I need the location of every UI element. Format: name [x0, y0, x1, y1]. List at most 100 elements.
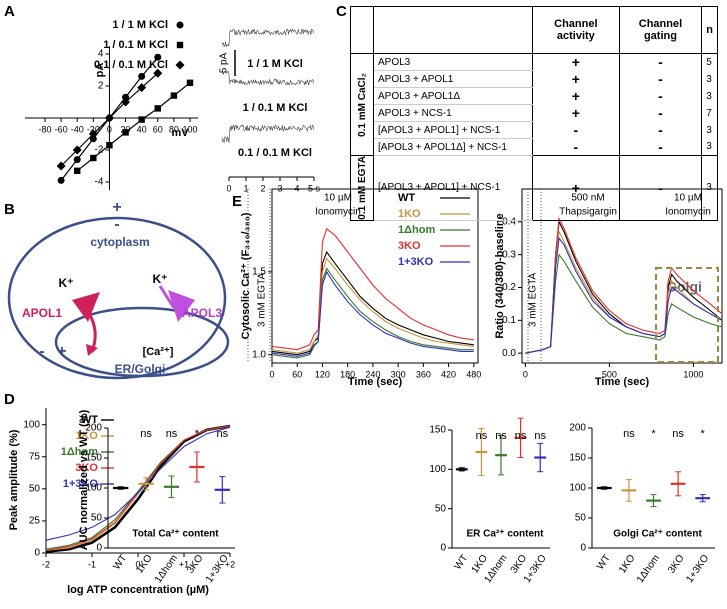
value-cell: +	[532, 155, 620, 221]
significance-label: ns	[515, 430, 527, 442]
value-cell: +	[532, 70, 620, 88]
series-line	[271, 250, 474, 356]
trace-label: 1 / 1 M KCl	[247, 58, 303, 70]
current-trace	[221, 28, 314, 48]
legend-marker	[176, 21, 184, 29]
header-cell: Channel gating	[618, 6, 703, 54]
annotation: Ionomycin	[315, 207, 361, 218]
legend-label: 1Δhom	[61, 446, 98, 458]
value-cell: -	[618, 70, 703, 88]
legend-label: 1Δhom	[398, 224, 435, 236]
chart-title: Total Ca²⁺ content	[132, 529, 219, 540]
protein-label: APOL1	[22, 306, 62, 320]
series-line	[45, 426, 231, 541]
value-cell: 3	[701, 87, 718, 105]
golgi-region	[655, 267, 719, 363]
x-tick-label: 100	[182, 124, 197, 134]
y-tick-label: 0.1	[502, 315, 516, 326]
data-point	[72, 145, 82, 155]
er-membrane	[54, 306, 230, 378]
value-cell: 7	[701, 104, 718, 122]
legend-label: 1 / 0.1 M KCl	[103, 39, 168, 51]
data-point	[104, 113, 114, 123]
x-tick-label: 0	[226, 183, 231, 193]
x-tick-label: 1Δhom	[635, 553, 662, 585]
arrow-head	[86, 344, 98, 356]
x-tick-label: 1	[243, 183, 248, 193]
x-tick-label: -40	[71, 124, 84, 134]
table-row: APOL3 + APOL1Δ + -3	[351, 87, 718, 105]
y-tick-label: 25	[29, 516, 41, 527]
panel-letter: A	[4, 3, 15, 20]
y-tick-label: 75	[29, 451, 41, 462]
x-tick-label: 1000	[683, 369, 703, 379]
data-point	[106, 142, 113, 149]
y-tick-label: 0.2	[502, 282, 516, 293]
value-cell: 3	[701, 70, 718, 88]
significance-label: ns	[534, 430, 546, 442]
legend-label: 1+3KO	[398, 256, 434, 268]
data-point	[137, 83, 147, 93]
x-tick-label: 240	[365, 369, 380, 379]
x-tick-label: 0	[523, 369, 528, 379]
data-point	[154, 105, 161, 112]
data-point	[74, 167, 81, 174]
legend-label: 1+3KO	[63, 478, 99, 490]
x-tick-label: -1	[88, 559, 96, 569]
trace-label: 1 / 0.1 M KCl	[243, 102, 308, 114]
x-tick-label: WT	[111, 553, 129, 572]
panel-letter: D	[4, 391, 15, 408]
table-row: APOL3 + APOL1 + -3	[351, 70, 718, 88]
value-cell: +	[532, 104, 620, 122]
y-axis-label: Peak amplitude (%)	[8, 429, 20, 530]
x-tick-label: 60	[292, 369, 302, 379]
y-tick-label: 100	[85, 483, 102, 494]
y-tick-label: 1.0	[252, 349, 266, 360]
data-point	[138, 116, 145, 123]
annotation: 3 mM EGTA	[528, 273, 539, 328]
x-axis-label: mV	[171, 127, 189, 139]
x-tick-label: 300	[391, 369, 406, 379]
data-point	[186, 79, 194, 86]
annotation: 3 mM EGTA	[257, 273, 268, 328]
ion-label: K⁺	[59, 276, 74, 290]
y-tick-label: 2	[98, 81, 104, 92]
x-tick-label: 0	[269, 369, 274, 379]
condition-cell: [APOL3 + APOL1] + NCS-1	[373, 155, 533, 221]
legend-marker	[176, 41, 184, 49]
x-tick-label: 120	[315, 369, 330, 379]
value-cell: -	[618, 155, 703, 221]
compartment-label: cytoplasm	[90, 235, 149, 249]
table-row: APOL3 + NCS-1 + -7	[351, 104, 718, 122]
legend-label: 3KO	[398, 240, 421, 252]
x-tick-label: 360	[416, 369, 431, 379]
x-axis-label: log ATP concentration (µM)	[67, 584, 209, 596]
x-tick-label: -60	[55, 124, 68, 134]
value-cell: +	[532, 87, 620, 105]
header-cell: n	[701, 6, 718, 54]
y-tick-label: 150	[569, 453, 586, 464]
x-tick-label: 3	[277, 183, 282, 193]
sign: -	[114, 216, 119, 233]
cell-diagram	[7, 216, 230, 380]
group-cell: 0.1 mM CaCl₂	[350, 53, 374, 156]
value-cell: -	[618, 53, 703, 71]
y-tick-label: 0	[440, 543, 446, 554]
y-axis-label: pA	[94, 63, 106, 78]
y-tick-label: 100	[429, 464, 446, 475]
legend-label: 1KO	[75, 430, 98, 442]
group-cell: 0.1 mM EGTA	[350, 155, 374, 221]
data-point	[170, 92, 178, 99]
x-tick-label: 480	[466, 369, 481, 379]
x-tick-label: 2	[260, 183, 265, 193]
legend-label: WT	[81, 414, 98, 426]
value-cell: -	[618, 87, 703, 105]
protein-label: APOL3	[182, 306, 222, 320]
condition-cell: APOL3 + APOL1	[373, 70, 533, 88]
panel-letter: B	[4, 201, 15, 218]
ion-label: K⁺	[153, 272, 168, 286]
legend-label: 0.1 / 0.1 M KCl	[94, 59, 168, 71]
condition-cell: [APOL3 + APOL1] + NCS-1	[373, 121, 533, 139]
value-cell: -	[532, 138, 620, 156]
chart-title: ER Ca²⁺ content	[467, 529, 545, 540]
